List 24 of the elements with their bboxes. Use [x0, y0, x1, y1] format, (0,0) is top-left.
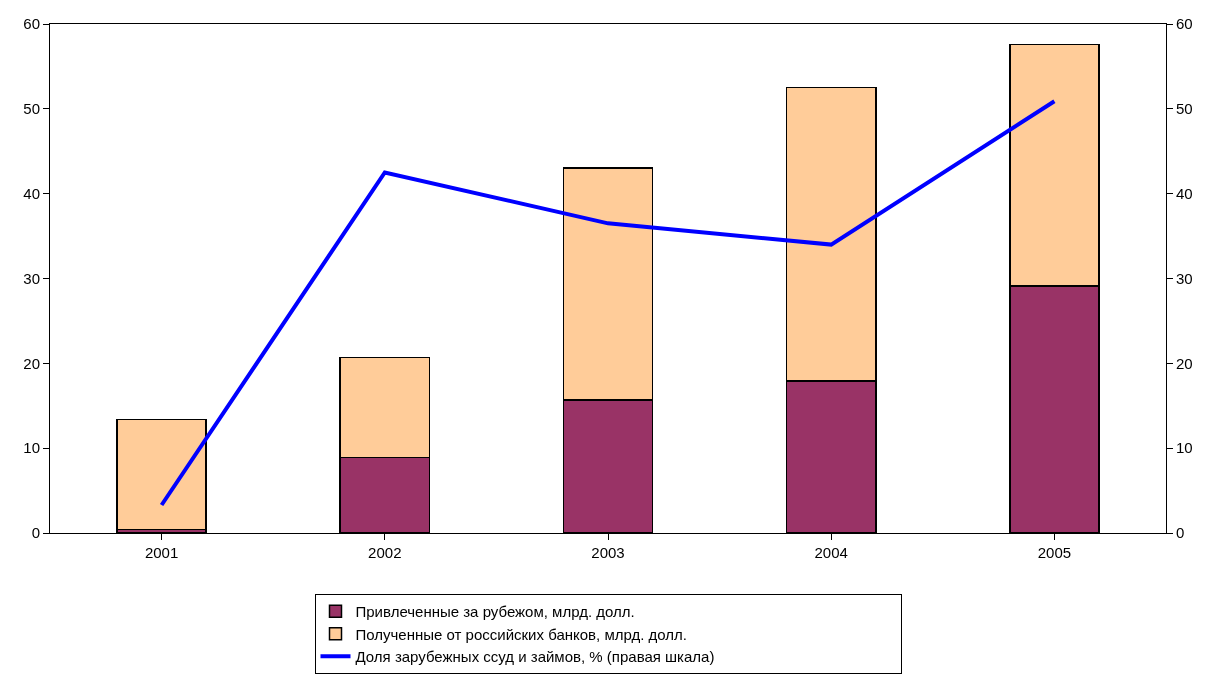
legend-label: Привлеченные за рубежом, млрд. долл. — [355, 603, 635, 621]
y2-tick-label: 20 — [1176, 354, 1193, 372]
legend-label: Полученные от российских банков, млрд. долл. — [355, 625, 688, 643]
y-tick-label: 10 — [23, 439, 40, 457]
y-tick-label: 0 — [31, 524, 40, 542]
y2-tick-label: 30 — [1176, 269, 1193, 287]
y-tick-label: 40 — [23, 184, 40, 202]
bar — [116, 418, 207, 531]
y-tick-label: 30 — [23, 269, 40, 287]
x-tick-label: 2004 — [814, 544, 848, 561]
x-tick-label: 2005 — [1037, 544, 1072, 561]
legend-label: Доля зарубежных ссуд и займов, % (правая шкала) — [355, 648, 715, 666]
y2-tick-label: 50 — [1176, 100, 1193, 118]
y2-tick-label: 40 — [1176, 184, 1193, 202]
line-series — [159, 99, 1057, 507]
y-tick-label: 50 — [23, 100, 40, 118]
y2-tick-label: 60 — [1176, 15, 1193, 33]
y2-tick-label: 0 — [1176, 524, 1185, 542]
y2-tick-label: 10 — [1176, 439, 1193, 457]
y-tick-label: 60 — [23, 15, 40, 33]
y-tick-label: 20 — [23, 354, 40, 372]
x-tick-label: 2002 — [368, 544, 402, 561]
x-tick-label: 2001 — [144, 544, 179, 561]
x-tick-label: 2003 — [591, 544, 625, 561]
